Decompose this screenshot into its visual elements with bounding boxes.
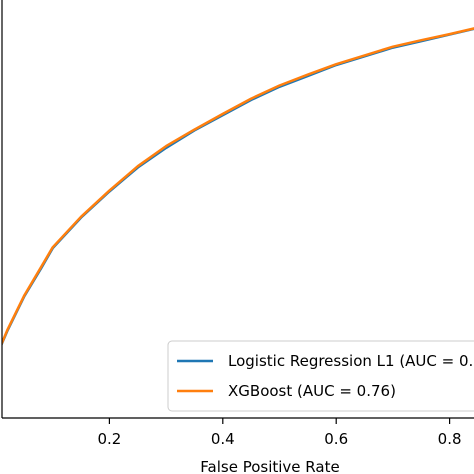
x-tick-label: 0.4 — [211, 430, 235, 448]
legend-box — [167, 340, 474, 412]
series-line-1 — [2, 27, 474, 347]
x-tick-label: 0.6 — [324, 430, 348, 448]
x-tick-label: 0.8 — [438, 430, 462, 448]
legend-entry-0: Logistic Regression L1 (AUC = 0.76) — [228, 352, 474, 370]
series-line-0 — [2, 27, 474, 347]
x-axis-label: False Positive Rate — [200, 458, 339, 474]
plot-area — [2, 27, 474, 347]
legend-entry-1: XGBoost (AUC = 0.76) — [228, 382, 396, 400]
legend: Logistic Regression L1 (AUC = 0.76) XGBoo… — [167, 340, 474, 412]
x-tick-label: 0.2 — [97, 430, 121, 448]
